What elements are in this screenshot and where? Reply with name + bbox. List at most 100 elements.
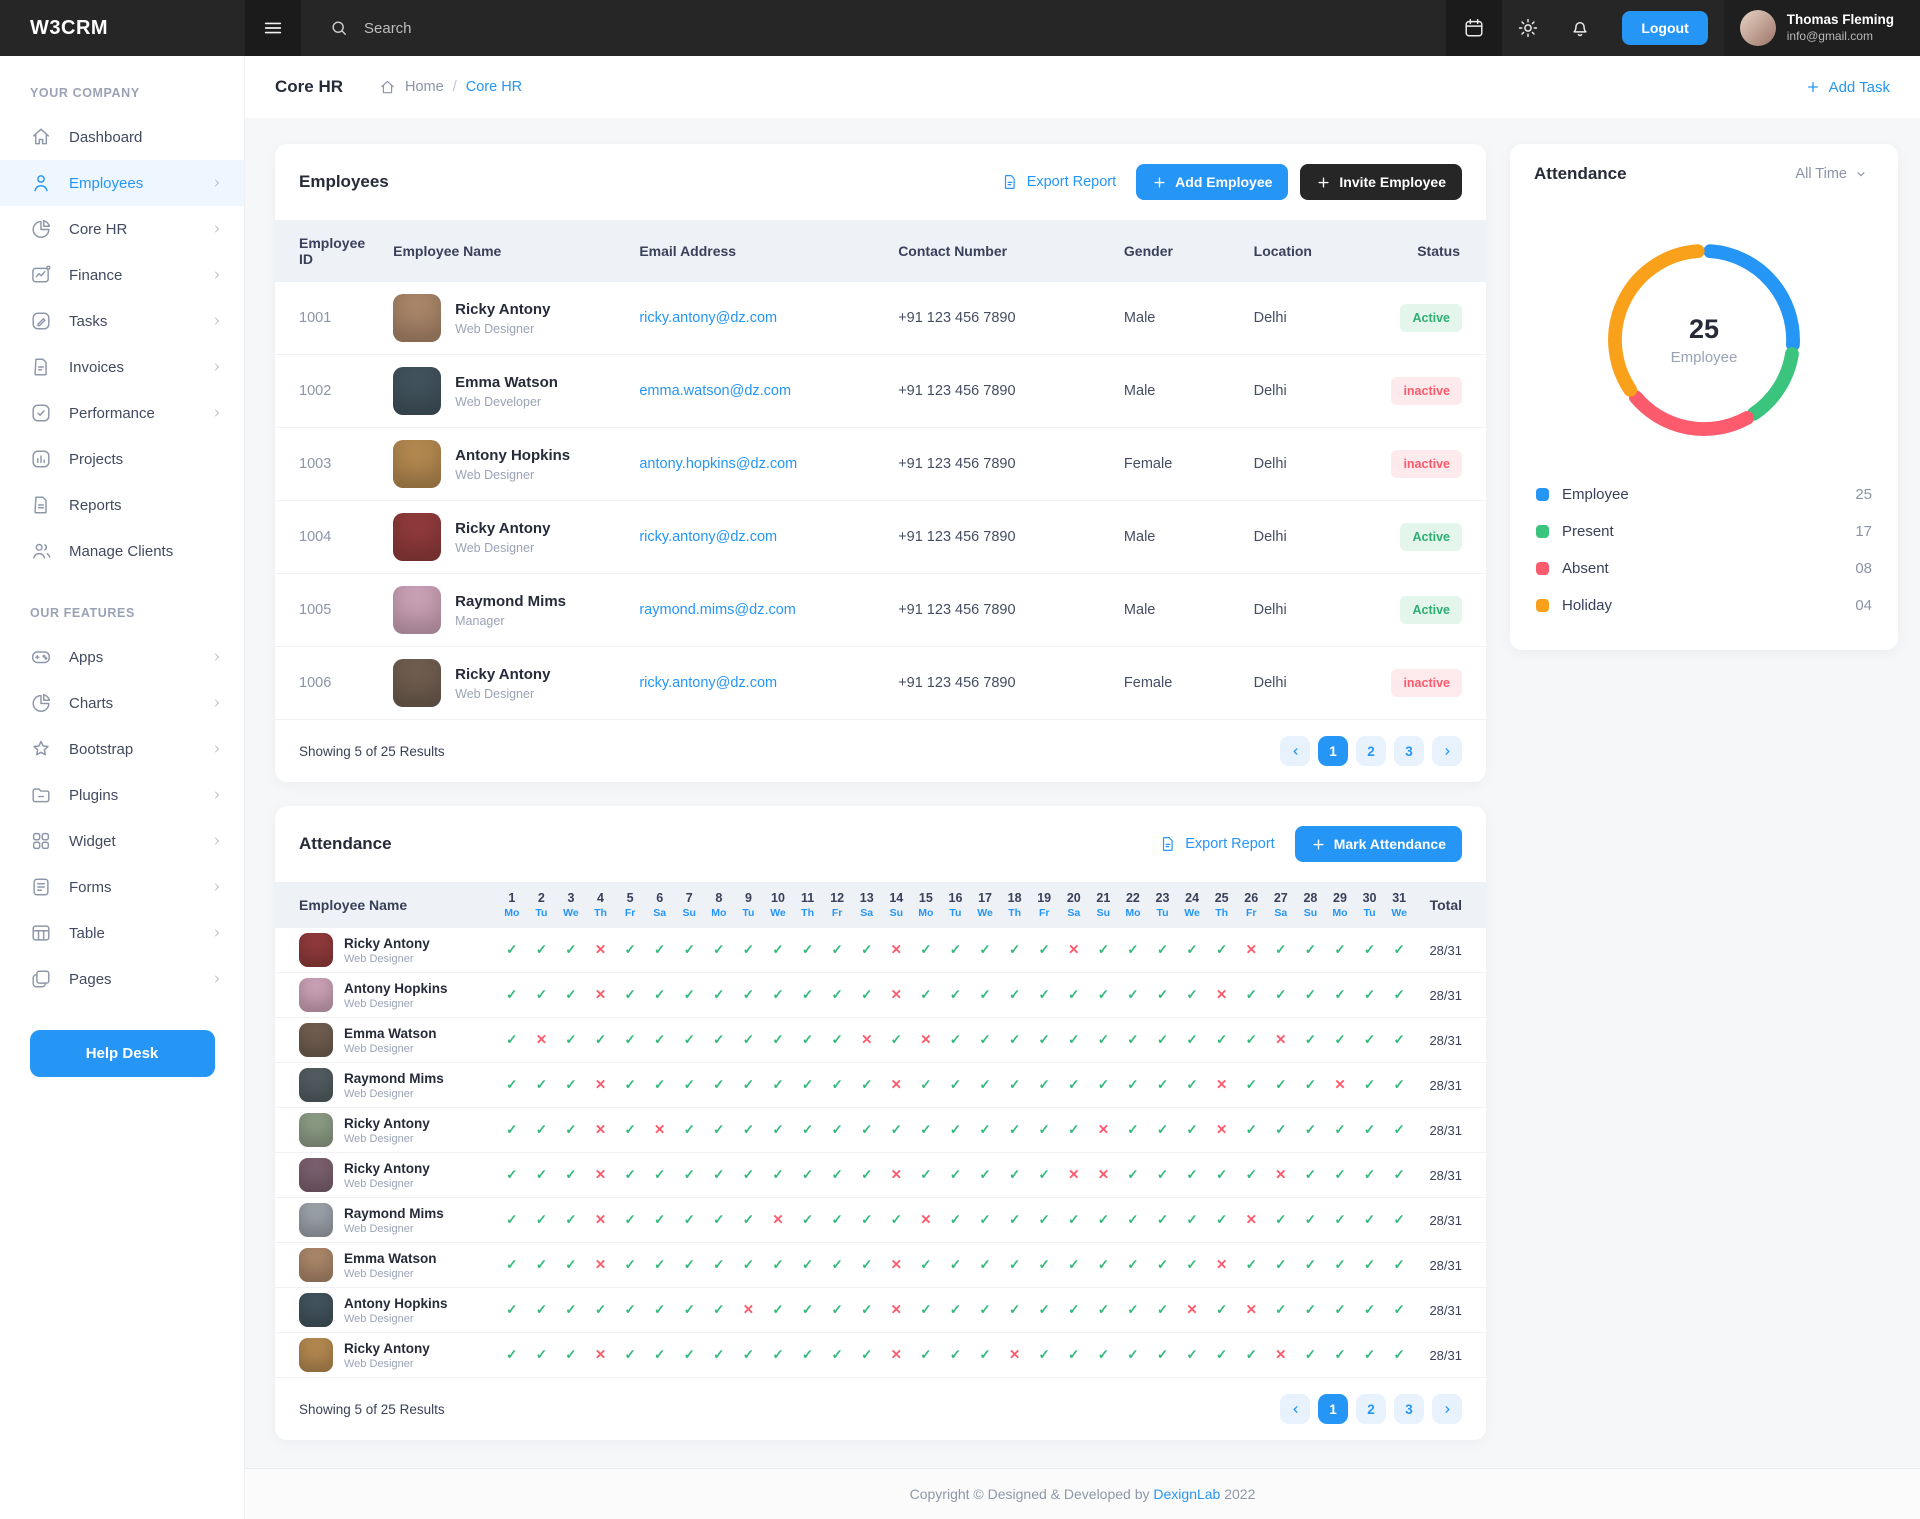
sidebar-item-finance[interactable]: Finance xyxy=(0,252,244,298)
present-check-icon: ✓ xyxy=(535,987,548,1002)
present-check-icon: ✓ xyxy=(949,1347,962,1362)
sidebar-item-plugins[interactable]: Plugins xyxy=(0,772,244,818)
sidebar-item-tasks[interactable]: Tasks xyxy=(0,298,244,344)
search-input[interactable] xyxy=(362,18,682,38)
employee-email-link[interactable]: antony.hopkins@dz.com xyxy=(639,456,798,472)
sidebar-item-dashboard[interactable]: Dashboard xyxy=(0,114,244,160)
sidebar-item-pages[interactable]: Pages xyxy=(0,956,244,1002)
employee-name: Emma Watson xyxy=(344,1025,437,1041)
day-weekday: Fr xyxy=(1038,907,1050,919)
day-column-header: 2 Tu xyxy=(526,882,557,928)
day-number: 28 xyxy=(1303,891,1318,905)
calendar-button[interactable] xyxy=(1446,0,1503,56)
present-check-icon: ✓ xyxy=(1008,1167,1021,1182)
present-check-icon: ✓ xyxy=(1334,1212,1346,1227)
star-icon xyxy=(30,738,52,760)
employee-email-link[interactable]: raymond.mims@dz.com xyxy=(639,602,796,618)
sidebar-item-performance[interactable]: Performance xyxy=(0,390,244,436)
breadcrumb-home[interactable]: Home xyxy=(405,79,444,95)
employee-email-link[interactable]: ricky.antony@dz.com xyxy=(639,310,778,326)
prev-page-button[interactable] xyxy=(1280,736,1310,766)
sidebar-item-forms[interactable]: Forms xyxy=(0,864,244,910)
hamburger-menu-button[interactable] xyxy=(245,0,301,56)
present-check-icon: ✓ xyxy=(1127,1077,1139,1092)
footer-brand-link[interactable]: DexignLab xyxy=(1153,1486,1221,1502)
page-button-1[interactable]: 1 xyxy=(1318,736,1348,766)
absent-x-icon: ✕ xyxy=(1216,1077,1228,1092)
present-check-icon: ✓ xyxy=(861,1122,873,1137)
brand-logo[interactable]: W3CRM xyxy=(30,16,109,39)
employee-name-cell: Ricky Antony Web Designer xyxy=(379,646,626,719)
present-check-icon: ✓ xyxy=(1363,1302,1376,1317)
sidebar-item-table[interactable]: Table xyxy=(0,910,244,956)
present-check-icon: ✓ xyxy=(1186,1032,1198,1047)
sidebar-item-core-hr[interactable]: Core HR xyxy=(0,206,244,252)
present-check-icon: ✓ xyxy=(1304,1167,1317,1182)
next-page-button[interactable] xyxy=(1432,1394,1462,1424)
sidebar-item-widget[interactable]: Widget xyxy=(0,818,244,864)
sidebar-item-invoices[interactable]: Invoices xyxy=(0,344,244,390)
legend-dot xyxy=(1536,562,1549,575)
settings-button[interactable] xyxy=(1502,0,1554,56)
add-task-link[interactable]: Add Task xyxy=(1805,79,1890,96)
employee-email-link[interactable]: ricky.antony@dz.com xyxy=(639,529,778,545)
employee-id: 1003 xyxy=(275,427,380,501)
attendance-row: Ricky Antony Web Designer ✓ ✓ ✓ ✕ ✓ ✓ ✓ ✓ ✓ ✓ ✓ ✓ ✓ ✕ ✓ ✓… xyxy=(275,1152,1486,1198)
footer-year: 2022 xyxy=(1224,1486,1256,1502)
employee-avatar xyxy=(299,1248,333,1282)
employee-email-link[interactable]: emma.watson@dz.com xyxy=(639,383,792,399)
invite-employee-button[interactable]: Invite Employee xyxy=(1300,164,1462,200)
attendance-total: 28/31 xyxy=(1414,1152,1486,1198)
present-check-icon: ✓ xyxy=(1156,1212,1169,1227)
mark-attendance-button[interactable]: Mark Attendance xyxy=(1294,826,1462,862)
present-check-icon: ✓ xyxy=(831,942,843,957)
add-employee-button[interactable]: Add Employee xyxy=(1136,164,1289,200)
page-button-3[interactable]: 3 xyxy=(1394,736,1424,766)
sidebar-item-label: Employees xyxy=(69,174,144,192)
page-button-3[interactable]: 3 xyxy=(1394,1394,1424,1424)
employee-name: Ricky Antony xyxy=(344,1115,430,1131)
sidebar-item-projects[interactable]: Projects xyxy=(0,436,244,482)
sidebar-item-apps[interactable]: Apps xyxy=(0,634,244,680)
help-desk-button[interactable]: Help Desk xyxy=(29,1030,215,1077)
absent-x-icon: ✕ xyxy=(1068,1167,1080,1182)
export-report-link[interactable]: Export Report xyxy=(1159,835,1275,853)
employee-email-link[interactable]: ricky.antony@dz.com xyxy=(639,675,778,691)
present-check-icon: ✓ xyxy=(506,1212,518,1227)
breadcrumb-current[interactable]: Core HR xyxy=(465,79,523,95)
table-row: 1002 Emma Watson Web Developer emma.watson@… xyxy=(275,354,1486,428)
present-check-icon: ✓ xyxy=(949,1077,962,1092)
user-menu[interactable]: Thomas Fleming info@gmail.com xyxy=(1723,0,1920,56)
sidebar-item-employees[interactable]: Employees xyxy=(0,160,244,206)
day-column-header: 22 Mo xyxy=(1118,882,1148,928)
export-report-label: Export Report xyxy=(1185,836,1275,852)
sidebar: YOUR COMPANY Dashboard Employees Core HR Fin… xyxy=(0,56,245,1519)
day-weekday: Mo xyxy=(711,907,727,919)
time-filter-dropdown[interactable]: All Time xyxy=(1789,165,1874,183)
user-email: info@gmail.com xyxy=(1786,28,1873,43)
sidebar-item-reports[interactable]: Reports xyxy=(0,482,244,528)
page-button-2[interactable]: 2 xyxy=(1356,736,1386,766)
pencil-icon xyxy=(30,310,52,332)
employee-gender: Female xyxy=(1109,646,1240,719)
sidebar-item-charts[interactable]: Charts xyxy=(0,680,244,726)
day-column-header: 27 Sa xyxy=(1266,882,1296,928)
prev-page-button[interactable] xyxy=(1280,1394,1310,1424)
export-report-link[interactable]: Export Report xyxy=(1001,173,1116,191)
pagination: 1 2 3 xyxy=(1280,736,1462,766)
user-avatar xyxy=(1739,10,1776,46)
sidebar-item-manage-clients[interactable]: Manage Clients xyxy=(0,528,244,574)
page-button-2[interactable]: 2 xyxy=(1356,1394,1386,1424)
employee-role: Web Designer xyxy=(455,321,535,336)
present-check-icon: ✓ xyxy=(1068,987,1080,1002)
day-column-header: 12 Fr xyxy=(822,882,852,928)
present-check-icon: ✓ xyxy=(683,1122,695,1137)
logout-button[interactable]: Logout xyxy=(1622,11,1708,45)
next-page-button[interactable] xyxy=(1432,736,1462,766)
page-button-1[interactable]: 1 xyxy=(1318,1394,1348,1424)
employee-avatar xyxy=(299,933,333,967)
day-number: 10 xyxy=(771,891,785,905)
absent-x-icon: ✕ xyxy=(1245,942,1257,957)
sidebar-item-bootstrap[interactable]: Bootstrap xyxy=(0,726,244,772)
notifications-button[interactable] xyxy=(1554,0,1606,56)
